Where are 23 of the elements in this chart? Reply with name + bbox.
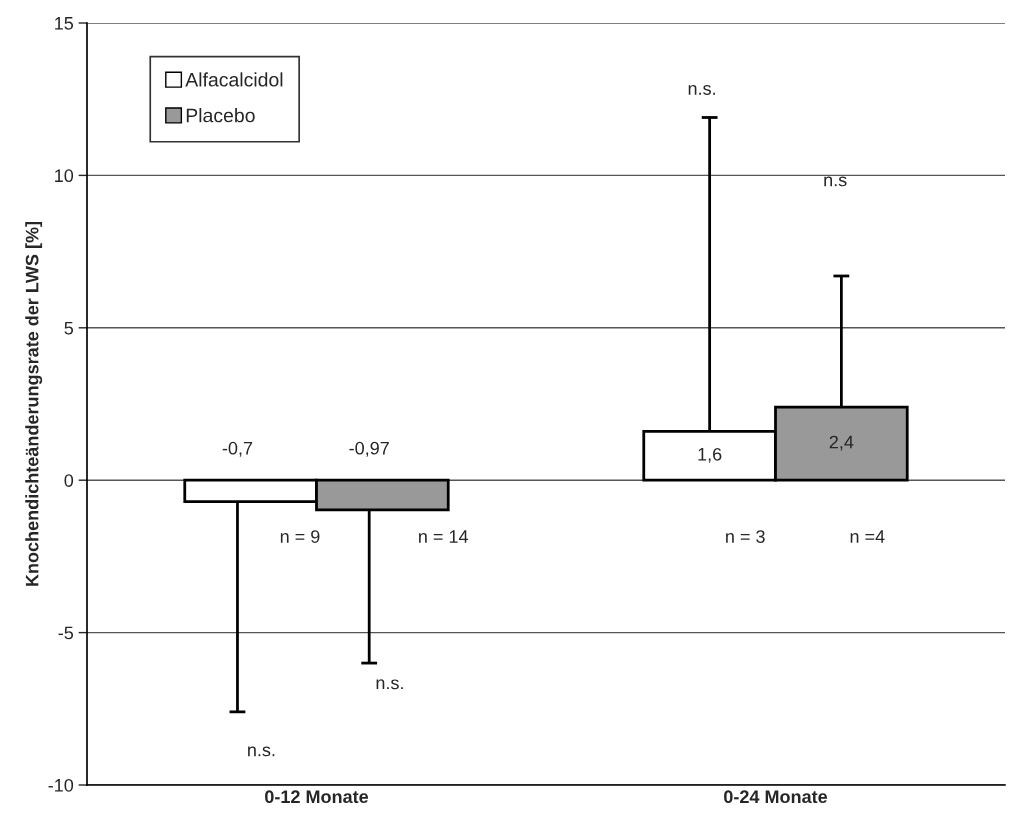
data-label: 2,4	[829, 435, 854, 451]
legend-label: Placebo	[186, 108, 255, 123]
y-axis-title: Knochendichteänderungsrate der LWS [%]	[25, 221, 43, 586]
y-tick-label: 0	[64, 474, 74, 487]
data-label: -0,97	[349, 441, 389, 457]
annotation: n = 14	[419, 530, 469, 543]
annotation: n.s.	[376, 679, 403, 690]
x-tick-label: 0-24 Monate	[724, 790, 828, 804]
x-tick-label: 0-12 Monate	[265, 790, 369, 804]
annotation: n =4	[850, 530, 885, 543]
annotation: n = 9	[280, 530, 320, 543]
y-tick-label: 15	[55, 17, 74, 30]
annotation: n = 3	[726, 530, 765, 543]
data-label: 1,6	[698, 447, 722, 463]
legend-label: Alfacalcidol	[185, 72, 283, 87]
annotation: n.s	[824, 176, 847, 187]
y-tick-label: 10	[55, 169, 74, 183]
y-tick-label: -5	[58, 626, 74, 640]
data-label: -0,7	[222, 441, 253, 457]
annotation: n.s.	[688, 85, 715, 95]
y-tick-label: 5	[64, 321, 74, 335]
annotation: n.s.	[248, 746, 275, 757]
y-tick-label: -10	[48, 778, 74, 792]
